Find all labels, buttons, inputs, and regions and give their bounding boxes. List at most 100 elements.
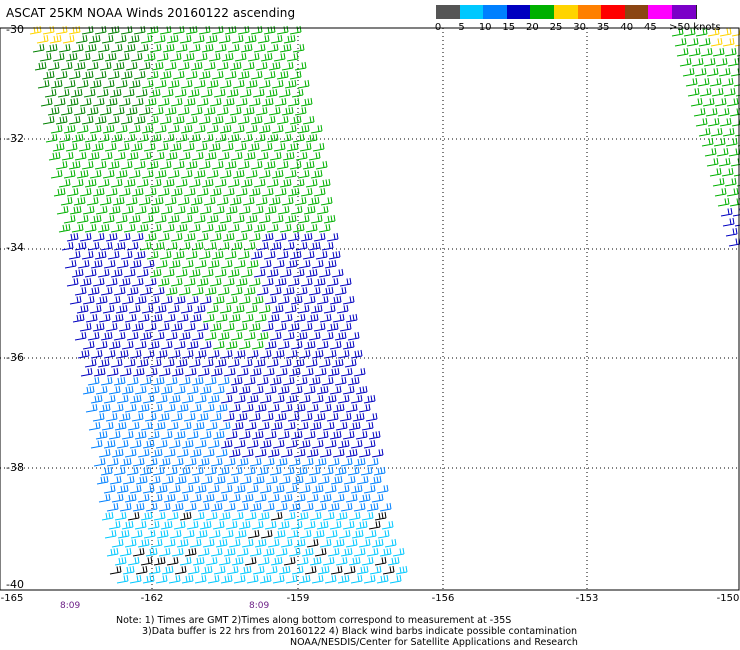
wind-barb <box>154 124 167 134</box>
wind-barb <box>247 142 260 152</box>
wind-barb <box>301 457 314 467</box>
wind-barb <box>97 43 110 53</box>
wind-barb <box>206 214 219 224</box>
wind-barb <box>130 529 143 539</box>
wind-barb <box>364 529 377 539</box>
wind-barb <box>63 124 76 134</box>
colorbar-swatch <box>483 5 508 19</box>
wind-barb <box>42 70 55 80</box>
wind-barb <box>113 151 126 161</box>
wind-barb <box>332 403 345 413</box>
wind-barb <box>103 349 116 359</box>
wind-barb <box>58 178 71 188</box>
wind-barb <box>103 439 116 449</box>
wind-barb <box>271 304 284 314</box>
wind-barb <box>256 331 269 341</box>
wind-barb <box>332 313 345 323</box>
wind-barb <box>339 412 352 422</box>
wind-barb <box>114 511 127 521</box>
wind-barb <box>301 502 314 512</box>
wind-barb <box>251 520 264 530</box>
wind-barb <box>259 259 272 269</box>
wind-barb <box>139 241 152 251</box>
wind-barb <box>187 475 200 485</box>
wind-barb <box>216 61 229 71</box>
wind-barb <box>308 286 321 296</box>
wind-barb <box>223 502 236 512</box>
wind-barb <box>124 313 137 323</box>
wind-barb <box>175 133 188 143</box>
wind-barb <box>714 97 727 107</box>
colorbar-tick-label: 10 <box>478 22 492 33</box>
wind-barb <box>102 304 115 314</box>
wind-barb <box>147 295 160 305</box>
wind-barb <box>60 106 73 116</box>
wind-barb <box>171 502 184 512</box>
wind-barb <box>183 412 196 422</box>
lon-label-150: -150 <box>716 593 740 604</box>
wind-barb <box>84 268 97 278</box>
wind-barb <box>278 565 291 575</box>
wind-barb <box>722 37 735 47</box>
wind-barb <box>153 511 166 521</box>
wind-barb <box>94 70 107 80</box>
wind-barb <box>97 178 110 188</box>
wind-barb <box>329 430 342 440</box>
wind-barb <box>204 286 217 296</box>
wind-barb <box>167 214 180 224</box>
wind-barb <box>262 502 275 512</box>
wind-barb <box>180 124 193 134</box>
wind-barb <box>183 97 196 107</box>
colorbar-swatch <box>648 5 673 19</box>
wind-barb <box>113 376 126 386</box>
wind-barb <box>271 214 284 224</box>
wind-barb <box>267 403 280 413</box>
wind-barb <box>200 88 213 98</box>
wind-barb <box>305 133 318 143</box>
wind-barb <box>324 259 337 269</box>
wind-barb <box>725 227 738 237</box>
wind-barb <box>108 430 121 440</box>
wind-barb <box>280 448 293 458</box>
wind-barb <box>148 565 161 575</box>
wind-barb <box>238 385 251 395</box>
wind-barb <box>94 25 107 35</box>
wind-barb <box>140 421 153 431</box>
wind-barb <box>121 295 134 305</box>
wind-barb <box>152 151 165 161</box>
wind-barb <box>125 106 138 116</box>
wind-barb <box>201 178 214 188</box>
wind-barb <box>257 34 270 44</box>
wind-barb <box>168 349 181 359</box>
wind-barb <box>318 223 331 233</box>
wind-barb <box>227 43 240 53</box>
wind-barb <box>104 529 117 539</box>
wind-barb <box>210 502 223 512</box>
wind-barb <box>89 169 102 179</box>
wind-barb <box>224 250 237 260</box>
wind-barb <box>74 331 87 341</box>
wind-barb <box>254 313 267 323</box>
wind-barb <box>147 340 160 350</box>
wind-barb <box>155 349 168 359</box>
wind-barb <box>239 88 252 98</box>
wind-barb <box>248 412 261 422</box>
wind-barb <box>196 232 209 242</box>
wind-barb <box>158 547 171 557</box>
wind-barb <box>103 484 116 494</box>
wind-barb <box>196 277 209 287</box>
wind-barb <box>157 232 170 242</box>
wind-barb <box>84 133 97 143</box>
wind-barb <box>273 52 286 62</box>
wind-barb <box>95 295 108 305</box>
wind-barb <box>711 87 724 97</box>
wind-barb <box>245 79 258 89</box>
wind-barb <box>350 394 363 404</box>
wind-barb <box>204 151 217 161</box>
wind-barb <box>353 457 366 467</box>
wind-barb <box>316 340 329 350</box>
wind-barb <box>139 331 152 341</box>
wind-barb <box>237 160 250 170</box>
wind-barb <box>342 520 355 530</box>
wind-barb <box>687 87 700 97</box>
